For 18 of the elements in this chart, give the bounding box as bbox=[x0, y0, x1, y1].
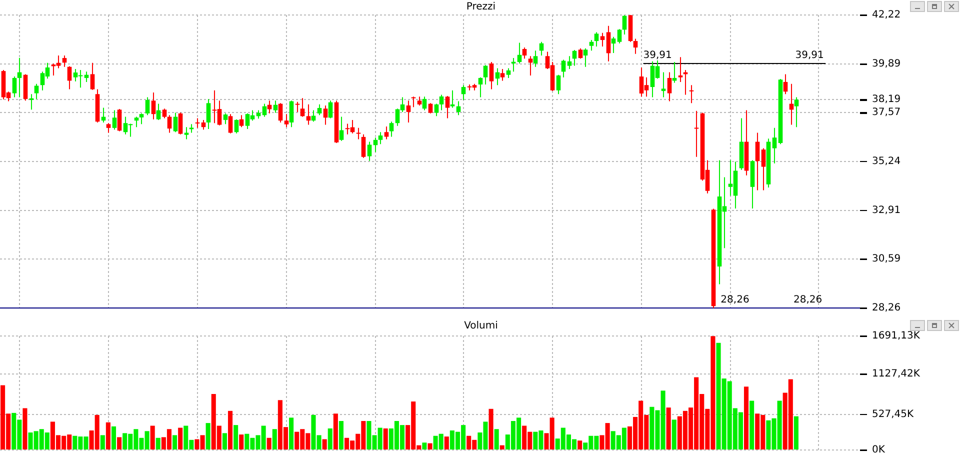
y-tick-label: 0K bbox=[872, 444, 886, 456]
y-tick-label: 39,89 bbox=[872, 58, 901, 70]
y-tick-label: 35,24 bbox=[872, 156, 901, 168]
y-tick-label: 37,57 bbox=[872, 107, 901, 118]
y-tick-label: 1691,13K bbox=[872, 330, 920, 342]
ref-line-label: 39,91 bbox=[643, 50, 672, 62]
y-tick-label: 527,45K bbox=[872, 409, 914, 420]
text: 39,91 bbox=[795, 50, 824, 62]
y-tick-label: 38,19 bbox=[872, 94, 901, 106]
y-tick-label: 32,91 bbox=[872, 204, 901, 216]
chart-title: Volumi bbox=[464, 320, 498, 332]
text: 28,26 bbox=[794, 294, 822, 306]
ref-line-label: 28,26 bbox=[720, 294, 750, 306]
y-tick-label: 42,22 bbox=[872, 10, 901, 21]
y-tick-label: 30,59 bbox=[872, 254, 901, 265]
chart-title: Prezzi bbox=[466, 2, 496, 13]
y-tick-label: 28,26 bbox=[872, 302, 901, 314]
y-tick-label: 1127,42K bbox=[872, 368, 920, 380]
